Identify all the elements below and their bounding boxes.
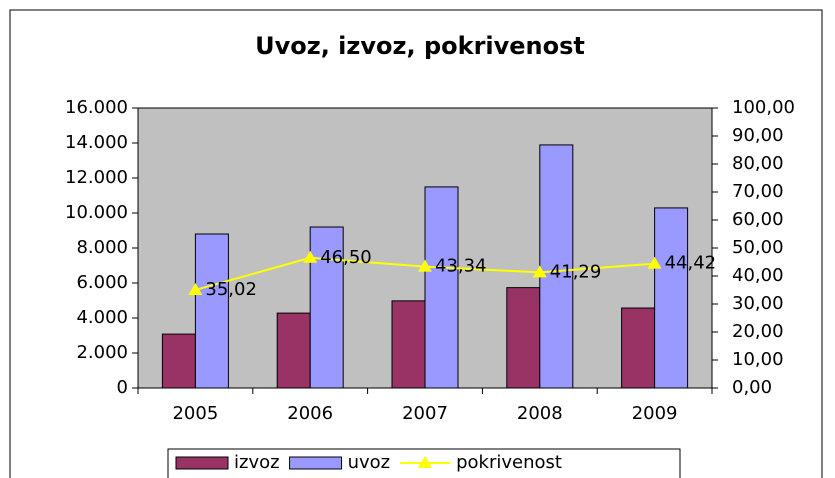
marker <box>647 256 662 269</box>
x-tick-label: 2007 <box>402 403 448 424</box>
legend-label: pokrivenost <box>456 452 562 473</box>
y2-tick-label: 40,00 <box>732 265 784 286</box>
bar <box>424 186 459 389</box>
legend-swatch <box>175 456 229 470</box>
y2-tick-label: 70,00 <box>732 181 784 202</box>
bar <box>539 144 574 389</box>
legend-swatch <box>289 456 343 470</box>
y-tick-label: 2.000 <box>76 342 128 363</box>
x-tick-label: 2009 <box>632 403 678 424</box>
y2-tick-label: 30,00 <box>732 293 784 314</box>
y2-tick-label: 20,00 <box>732 321 784 342</box>
bar <box>309 226 344 389</box>
bar <box>621 307 656 389</box>
legend-label: izvoz <box>234 452 280 473</box>
bar <box>391 300 426 389</box>
data-label: 46,50 <box>320 247 372 268</box>
y-tick-label: 10.000 <box>65 202 128 223</box>
x-tick-label: 2008 <box>517 403 563 424</box>
y2-tick-label: 0,00 <box>732 377 772 398</box>
bar <box>654 207 689 389</box>
bar <box>194 233 229 389</box>
x-tick-label: 2005 <box>172 403 218 424</box>
y-tick-label: 4.000 <box>76 307 128 328</box>
y2-tick-label: 90,00 <box>732 125 784 146</box>
y-tick-label: 14.000 <box>65 132 128 153</box>
marker <box>418 259 432 272</box>
y2-tick-label: 10,00 <box>732 349 784 370</box>
marker <box>532 265 547 278</box>
y-tick-label: 16.000 <box>65 97 128 118</box>
data-label: 43,34 <box>435 256 487 277</box>
data-label: 44,42 <box>665 253 717 274</box>
data-label: 35,02 <box>205 279 257 300</box>
legend-marker <box>418 456 433 468</box>
marker <box>303 250 318 263</box>
marker <box>188 282 203 295</box>
bar <box>161 333 196 389</box>
y-tick-label: 12.000 <box>65 167 128 188</box>
y-tick-label: 6.000 <box>76 272 128 293</box>
y2-tick-label: 100,00 <box>732 97 795 118</box>
y2-tick-label: 60,00 <box>732 209 784 230</box>
data-label: 41,29 <box>550 261 602 282</box>
y-tick-label: 0 <box>117 377 128 398</box>
legend-label: uvoz <box>348 452 391 473</box>
y2-tick-label: 50,00 <box>732 237 784 258</box>
bar <box>276 312 311 389</box>
y2-tick-label: 80,00 <box>732 153 784 174</box>
chart-title: Uvoz, izvoz, pokrivenost <box>255 32 585 60</box>
y-tick-label: 8.000 <box>76 237 128 258</box>
bar <box>506 287 541 389</box>
x-tick-label: 2006 <box>287 403 333 424</box>
